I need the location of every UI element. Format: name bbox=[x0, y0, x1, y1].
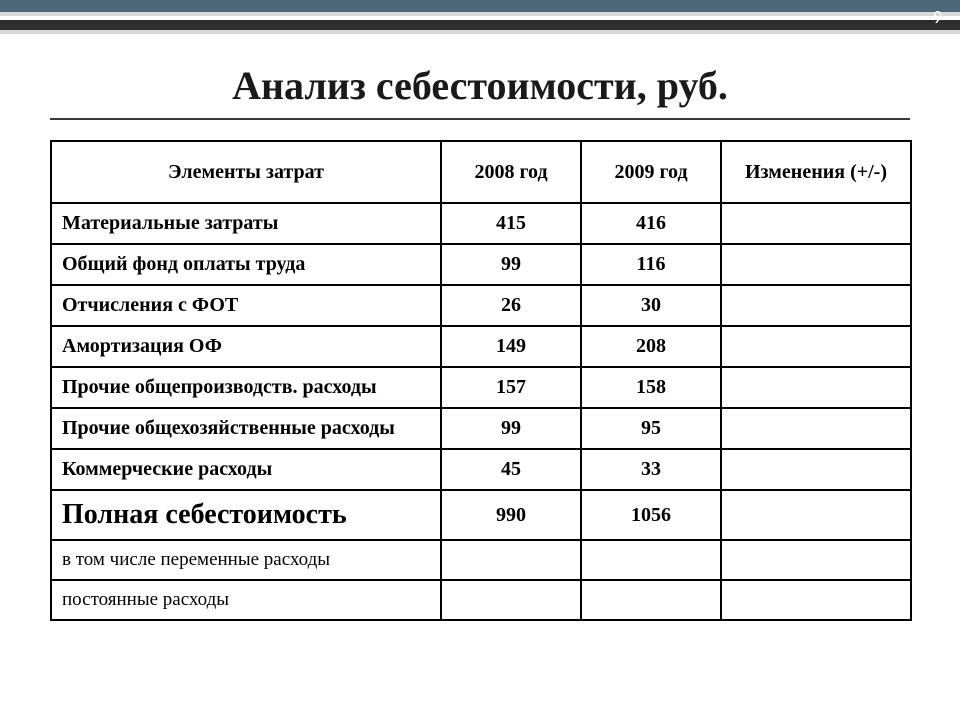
table-row: Амортизация ОФ149208 bbox=[51, 326, 911, 367]
slide-title: Анализ себестоимости, руб. bbox=[0, 62, 960, 109]
cell-2009: 416 bbox=[581, 203, 721, 244]
cell-delta bbox=[721, 203, 911, 244]
col-header-delta: Изменения (+/-) bbox=[721, 141, 911, 203]
cell-2008 bbox=[441, 580, 581, 620]
table-row: Коммерческие расходы4533 bbox=[51, 449, 911, 490]
cell-2009 bbox=[581, 540, 721, 580]
table-row: постоянные расходы bbox=[51, 580, 911, 620]
row-label: постоянные расходы bbox=[51, 580, 441, 620]
cell-2008: 99 bbox=[441, 408, 581, 449]
row-label: Коммерческие расходы bbox=[51, 449, 441, 490]
page-number: 9 bbox=[933, 6, 942, 28]
cell-delta bbox=[721, 540, 911, 580]
cell-2008: 415 bbox=[441, 203, 581, 244]
cell-2009: 208 bbox=[581, 326, 721, 367]
slide: 9 Анализ себестоимости, руб. Элементы за… bbox=[0, 0, 960, 720]
cell-2009: 30 bbox=[581, 285, 721, 326]
cell-2008: 26 bbox=[441, 285, 581, 326]
title-underline bbox=[50, 118, 910, 120]
row-label: Материальные затраты bbox=[51, 203, 441, 244]
row-label: Отчисления с ФОТ bbox=[51, 285, 441, 326]
row-label: Общий фонд оплаты труда bbox=[51, 244, 441, 285]
cell-delta bbox=[721, 285, 911, 326]
table-header-row: Элементы затрат 2008 год 2009 год Измене… bbox=[51, 141, 911, 203]
stripe bbox=[0, 0, 960, 12]
cell-2009: 33 bbox=[581, 449, 721, 490]
cell-delta bbox=[721, 449, 911, 490]
row-label: Прочие общехозяйственные расходы bbox=[51, 408, 441, 449]
row-label: Прочие общепроизводств. расходы bbox=[51, 367, 441, 408]
cell-delta bbox=[721, 244, 911, 285]
table-row: Отчисления с ФОТ2630 bbox=[51, 285, 911, 326]
cell-2008: 149 bbox=[441, 326, 581, 367]
cell-2008: 157 bbox=[441, 367, 581, 408]
col-header-2009: 2009 год bbox=[581, 141, 721, 203]
cell-delta bbox=[721, 580, 911, 620]
cell-2009: 116 bbox=[581, 244, 721, 285]
decor-stripes bbox=[0, 0, 960, 36]
stripe bbox=[0, 30, 960, 34]
cell-2009: 1056 bbox=[581, 490, 721, 540]
cell-2008: 990 bbox=[441, 490, 581, 540]
stripe bbox=[0, 20, 960, 30]
cell-2008: 45 bbox=[441, 449, 581, 490]
table-row: Материальные затраты415416 bbox=[51, 203, 911, 244]
cell-delta bbox=[721, 490, 911, 540]
cell-2009: 158 bbox=[581, 367, 721, 408]
cost-table: Элементы затрат 2008 год 2009 год Измене… bbox=[50, 140, 910, 621]
table-row: Прочие общепроизводств. расходы157158 bbox=[51, 367, 911, 408]
table-row: Общий фонд оплаты труда99116 bbox=[51, 244, 911, 285]
row-label: в том числе переменные расходы bbox=[51, 540, 441, 580]
cell-2009 bbox=[581, 580, 721, 620]
cell-delta bbox=[721, 408, 911, 449]
col-header-2008: 2008 год bbox=[441, 141, 581, 203]
cell-2008: 99 bbox=[441, 244, 581, 285]
cell-2008 bbox=[441, 540, 581, 580]
col-header-elements: Элементы затрат bbox=[51, 141, 441, 203]
row-label: Амортизация ОФ bbox=[51, 326, 441, 367]
cell-delta bbox=[721, 326, 911, 367]
cell-delta bbox=[721, 367, 911, 408]
table-row: Прочие общехозяйственные расходы9995 bbox=[51, 408, 911, 449]
table-row: в том числе переменные расходы bbox=[51, 540, 911, 580]
table-row: Полная себестоимость9901056 bbox=[51, 490, 911, 540]
cell-2009: 95 bbox=[581, 408, 721, 449]
row-label: Полная себестоимость bbox=[51, 490, 441, 540]
